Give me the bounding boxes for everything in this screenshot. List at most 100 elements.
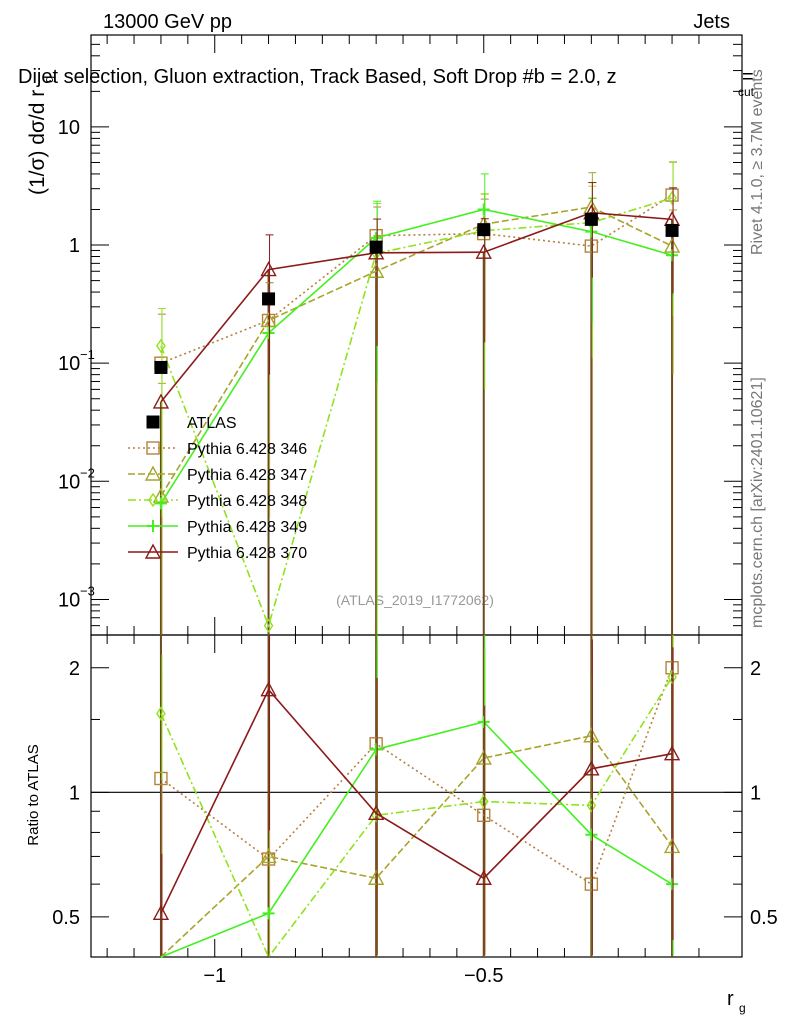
ratio-point [586, 798, 597, 813]
ratio-series-line [160, 676, 673, 959]
analysis-watermark: (ATLAS_2019_I1772062) [336, 592, 494, 608]
main-point [260, 311, 277, 328]
ratio-ytick-label-right: 2 [750, 658, 761, 680]
ratio-series-line [160, 734, 673, 958]
ratio-point [585, 828, 598, 841]
atlas-data-point [665, 223, 679, 237]
main-ytick-label: 10 [58, 589, 80, 611]
main-ytick-label: 10 [58, 471, 80, 493]
title-suffix-eq: = [742, 66, 754, 88]
main-point [585, 225, 598, 238]
main-point [665, 188, 679, 202]
main-ylabel-sub: g [41, 76, 56, 83]
legend: ATLAS Pythia 6.428 346 Pythia 6.428 347 Pyt… [128, 415, 307, 562]
main-ytick-exponent: −1 [80, 347, 95, 362]
main-point [260, 261, 277, 277]
ratio-frame [90, 634, 743, 958]
process-label: Jets [693, 11, 730, 33]
ratio-point [583, 727, 600, 743]
legend-marker-atlas [146, 415, 160, 429]
legend-label-atlas: ATLAS [187, 415, 237, 432]
legend-label: Pythia 6.428 370 [187, 545, 307, 562]
ratio-point [154, 771, 168, 786]
main-point [666, 249, 679, 262]
ratio-ytick-label-right: 0.5 [750, 907, 778, 929]
main-series-line [160, 197, 673, 629]
main-ytick-label: 10 [58, 117, 80, 139]
main-point [262, 327, 275, 340]
main-ytick-label: 10 [58, 353, 80, 375]
atlas-data-point [369, 240, 383, 254]
xlabel: r [727, 988, 734, 1010]
main-point [477, 203, 490, 216]
main-ytick-exponent: −2 [80, 465, 95, 480]
main-ytick-label: 1 [69, 235, 80, 257]
beam-label: 13000 GeV pp [103, 11, 232, 33]
ratio-point [475, 749, 492, 765]
ratio-point [667, 669, 677, 685]
legend-label: Pythia 6.428 346 [187, 441, 307, 458]
ratio-point [666, 878, 679, 891]
ratio-point [260, 847, 277, 864]
main-point [475, 243, 492, 259]
main-ylabel: (1/σ) dσ/d r g [26, 76, 56, 195]
ratio-ytick-label: 1 [69, 782, 80, 804]
ratio-point [475, 869, 492, 885]
ratio-point [367, 804, 385, 820]
main-point [584, 239, 599, 253]
xlabel-sub: g [739, 1001, 746, 1015]
ratio-point [478, 794, 489, 809]
main-series-line [160, 208, 673, 504]
x-tick-label: −0.5 [464, 965, 503, 987]
main-point [263, 618, 274, 633]
ratio-point [477, 808, 491, 823]
main-series-line [160, 211, 673, 403]
ratio-series [152, 635, 681, 959]
ratio-point [262, 907, 275, 920]
ratio-point [371, 808, 381, 823]
legend-marker [147, 520, 159, 532]
legend-marker [144, 465, 162, 481]
legend-label: Pythia 6.428 348 [187, 493, 307, 510]
ratio-ytick-label: 2 [69, 658, 80, 680]
ratio-ylabel: Ratio to ATLAS [25, 744, 42, 845]
ratio-ytick-label: 0.5 [52, 907, 80, 929]
legend-label: Pythia 6.428 349 [187, 519, 307, 536]
main-point [367, 262, 385, 278]
main-point [667, 190, 677, 206]
ratio-series-line [160, 688, 673, 914]
rivet-label: Rivet 4.1.0, ≥ 3.7M events [749, 69, 766, 255]
main-ylabel-text: (1/σ) dσ/d r [26, 90, 49, 195]
ratio-point [584, 877, 599, 891]
x-tick-label: −1 [203, 965, 226, 987]
ratio-point [152, 904, 170, 921]
main-series-line [160, 194, 673, 364]
ratio-point [370, 743, 383, 756]
main-point [156, 338, 166, 354]
legend-marker [144, 543, 162, 559]
ratio-point [583, 760, 600, 776]
atlas-data-point [154, 360, 168, 374]
atlas-data-point [477, 223, 491, 237]
ratio-point [261, 852, 276, 866]
ratio-point [156, 706, 166, 721]
ratio-point [663, 837, 681, 854]
atlas-data-point [262, 292, 276, 306]
ratio-point [367, 869, 385, 885]
ratio-point [663, 745, 681, 761]
ratio-ytick-label-right: 1 [750, 782, 761, 804]
legend-marker [146, 441, 160, 455]
analysis-title: Dijet selection, Gluon extraction, Track… [18, 66, 617, 88]
mcplots-label: mcplots.cern.ch [arXiv:2401.10621] [749, 377, 766, 628]
ratio-point [260, 681, 277, 697]
ratio-series-line [160, 667, 673, 886]
main-series [152, 161, 681, 635]
legend-label: Pythia 6.428 347 [187, 467, 307, 484]
atlas-data-point [584, 212, 598, 226]
ratio-point [665, 661, 679, 675]
main-point [152, 393, 170, 409]
legend-marker [148, 492, 158, 508]
main-ytick-exponent: −3 [80, 583, 95, 598]
